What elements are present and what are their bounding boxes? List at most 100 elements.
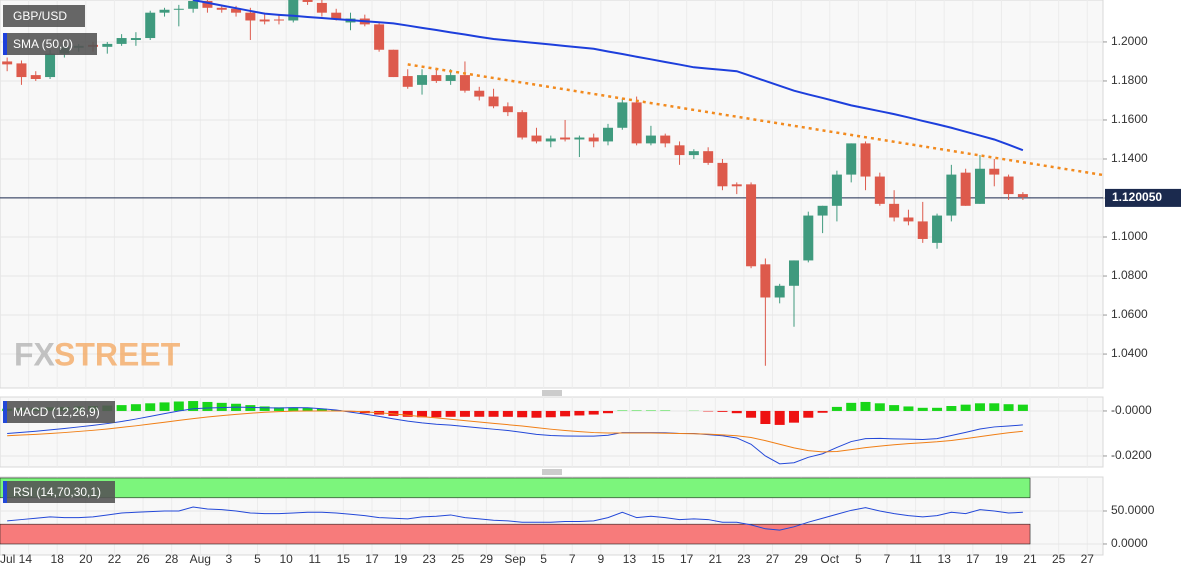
- x-tick-label: 29: [794, 552, 808, 566]
- candle-body: [1003, 176, 1014, 195]
- rsi-line: [7, 506, 1023, 531]
- candle-body: [617, 102, 628, 128]
- candle-body: [703, 151, 714, 163]
- candle-body: [746, 184, 757, 267]
- x-tick-label: 23: [737, 552, 751, 566]
- macd-bar: [216, 402, 227, 411]
- candle-body: [803, 215, 814, 261]
- macd-bar: [474, 410, 485, 417]
- macd-bar: [960, 404, 971, 411]
- legend-symbol: GBP/USD: [13, 9, 67, 23]
- x-tick-label: 7: [569, 552, 576, 566]
- candle-body: [760, 264, 771, 298]
- macd-bar: [245, 405, 256, 411]
- overbought-band: [0, 477, 1031, 499]
- trend-line: [407, 63, 1103, 177]
- macd-bar: [288, 407, 299, 411]
- x-tick-label: 15: [651, 552, 665, 566]
- macd-bar: [116, 405, 127, 411]
- macd-bar: [560, 410, 571, 417]
- y-tick-label: 1.1400: [1111, 151, 1148, 165]
- candle-body: [645, 135, 656, 144]
- oversold-band: [0, 523, 1031, 545]
- y-tick-label: 1.1000: [1111, 229, 1148, 243]
- candle-body: [302, 0, 313, 2]
- candle-body: [788, 260, 799, 286]
- legend-swatch: [3, 33, 7, 55]
- macd-bar: [488, 410, 499, 417]
- candle-body: [316, 2, 327, 13]
- macd-bar: [173, 401, 184, 411]
- x-tick-label: 20: [79, 552, 93, 566]
- candle-body: [388, 49, 399, 78]
- watermark-street: STREET: [54, 336, 181, 372]
- x-tick-label: 11: [909, 552, 922, 566]
- macd-bar: [774, 410, 785, 425]
- macd-bar: [259, 406, 270, 411]
- candle-body: [660, 135, 671, 144]
- candle-body: [288, 0, 299, 21]
- candle-body: [874, 176, 885, 204]
- macd-bar: [889, 405, 900, 411]
- x-tick-label: 28: [165, 552, 179, 566]
- candle-body: [531, 135, 542, 142]
- x-tick-label: 21: [709, 552, 723, 566]
- watermark: FX STREET: [14, 336, 181, 372]
- sma-line: [192, 0, 1024, 152]
- candle-body: [202, 0, 213, 8]
- macd-bar: [917, 407, 928, 411]
- macd-bar: [788, 410, 799, 423]
- macd-bar: [1003, 404, 1014, 411]
- macd-bar: [517, 410, 528, 418]
- candle-body: [116, 38, 127, 44]
- candle-body: [173, 8, 184, 10]
- price-panel: [0, 0, 1104, 389]
- x-tick-label: 21: [1023, 552, 1037, 566]
- last-price-box: [1105, 188, 1181, 207]
- legend-rsi: RSI (14,70,30,1): [13, 485, 101, 499]
- macd-bar: [202, 401, 213, 411]
- x-tick-label: 17: [680, 552, 694, 566]
- macd-bar: [402, 410, 413, 417]
- macd-line: [7, 406, 1023, 465]
- y-tick-label: 50.0000: [1111, 503, 1155, 517]
- candle-body: [631, 102, 642, 144]
- candle-body: [517, 112, 528, 138]
- candle-body: [2, 61, 13, 65]
- x-tick-label: 9: [598, 552, 605, 566]
- x-tick-label: 3: [226, 552, 233, 566]
- y-tick-label: 1.1600: [1111, 112, 1148, 126]
- candle-body: [431, 75, 442, 81]
- candle-body: [603, 127, 614, 142]
- candle-body: [1017, 194, 1028, 198]
- macd-bar: [588, 410, 599, 415]
- legend-sma: SMA (50,0): [13, 37, 73, 51]
- macd-bar: [302, 407, 313, 411]
- macd-bar: [603, 410, 614, 414]
- macd-bar: [831, 406, 842, 411]
- macd-bar: [731, 410, 742, 414]
- macd-bar: [316, 408, 327, 411]
- macd-bar: [717, 410, 728, 412]
- candle-body: [502, 106, 513, 113]
- x-tick-label: 27: [766, 552, 780, 566]
- x-tick-label: 5: [254, 552, 261, 566]
- candle-body: [259, 19, 270, 22]
- candle-body: [30, 75, 41, 80]
- x-tick-label: 23: [423, 552, 437, 566]
- legend-box: [3, 481, 115, 503]
- macd-bar: [445, 410, 456, 417]
- x-tick-label: 11: [308, 552, 321, 566]
- candle-body: [717, 162, 728, 187]
- candle-body: [774, 285, 785, 298]
- candle-body: [688, 151, 699, 156]
- legend-box: [3, 5, 85, 27]
- macd-bar: [531, 410, 542, 418]
- candle-body: [560, 137, 571, 140]
- x-tick-label: Oct: [820, 552, 839, 566]
- legend-box: [3, 33, 97, 55]
- macd-bar: [860, 401, 871, 411]
- x-tick-label: Aug: [190, 552, 211, 566]
- x-tick-label: Sep: [504, 552, 526, 566]
- watermark-fx: FX: [14, 336, 56, 372]
